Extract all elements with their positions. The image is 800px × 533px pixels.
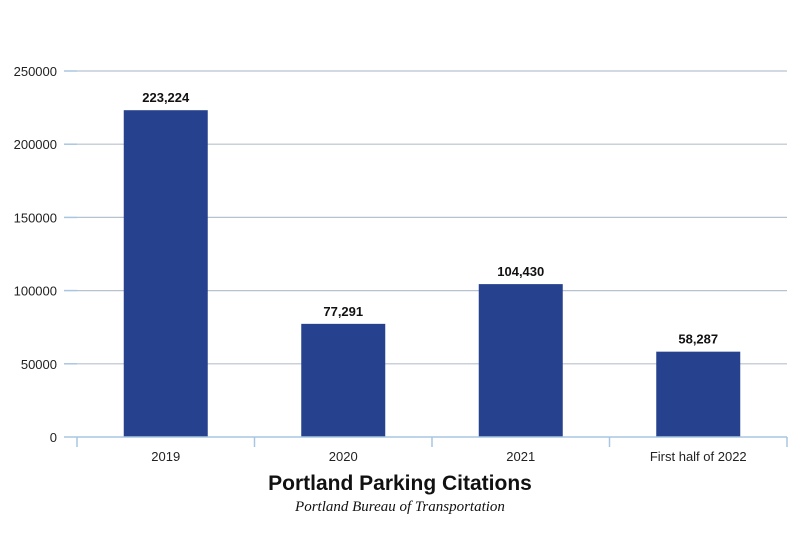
y-tick-label: 250000 <box>14 64 57 79</box>
chart-subtitle: Portland Bureau of Transportation <box>295 499 505 515</box>
bar-chart: 0 50000 100000 150000 200000 250000 223,224 77… <box>14 64 788 464</box>
data-label: 223,224 <box>142 90 190 105</box>
x-axis <box>76 436 788 447</box>
x-tick-label: 2020 <box>329 449 358 464</box>
data-label: 104,430 <box>497 264 544 279</box>
y-axis-tick-labels: 0 50000 100000 150000 200000 250000 <box>14 64 77 445</box>
y-tick-label: 100000 <box>14 284 57 299</box>
x-axis-tick-labels: 2019 2020 2021 First half of 2022 <box>151 449 746 464</box>
bar <box>123 110 208 437</box>
x-tick-label: First half of 2022 <box>650 449 747 464</box>
y-tick-label: 150000 <box>14 210 57 225</box>
bars <box>123 110 741 437</box>
y-tick-label: 200000 <box>14 137 57 152</box>
data-label: 58,287 <box>678 332 718 347</box>
data-labels: 223,224 77,291 104,430 58,287 <box>142 90 718 346</box>
x-tick-label: 2019 <box>151 449 180 464</box>
bar <box>656 351 741 437</box>
data-label: 77,291 <box>323 304 363 319</box>
y-tick-label: 0 <box>50 430 57 445</box>
y-tick-label: 50000 <box>21 357 57 372</box>
bar <box>301 323 386 437</box>
bar <box>478 284 563 437</box>
chart-title: Portland Parking Citations <box>268 472 532 495</box>
x-tick-label: 2021 <box>506 449 535 464</box>
